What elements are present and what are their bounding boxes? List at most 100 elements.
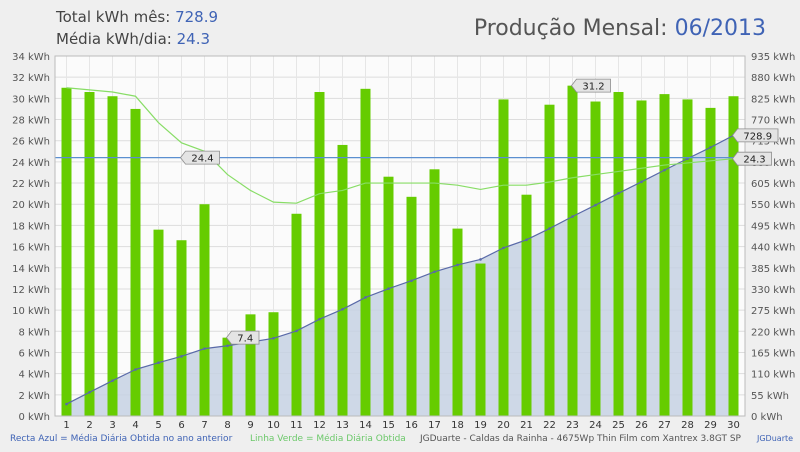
- y-right-tick-label: 55 kWh: [751, 391, 789, 402]
- y-right-tick-label: 660 kWh: [751, 158, 795, 169]
- cumulative-point: [364, 296, 367, 299]
- avg-kwh-label: Média kWh/dia:: [56, 30, 172, 48]
- day-bar: [659, 94, 670, 416]
- day-bar: [544, 104, 555, 417]
- day-bar: [728, 96, 739, 416]
- cumulative-point: [548, 227, 551, 230]
- daily-bars: [61, 85, 739, 417]
- day-bar: [268, 312, 279, 416]
- brand-text: JGDuarte: [757, 434, 794, 443]
- y-right-tick-label: 935 kWh: [751, 52, 795, 63]
- average-line: [66, 87, 734, 204]
- cumulative-point: [157, 361, 160, 365]
- chart-title-period: 06/2013: [674, 16, 766, 41]
- lines: [55, 87, 745, 406]
- annotation-box: [179, 150, 220, 165]
- cumulative-point: [180, 355, 183, 358]
- y-left-tick-label: 20 kWh: [12, 200, 50, 211]
- y-left-tick-label: 8 kWh: [18, 327, 50, 338]
- x-tick-label: 3: [109, 420, 115, 431]
- x-tick-label: 19: [474, 420, 487, 431]
- x-tick-label: 17: [428, 420, 441, 431]
- cumulative-point: [479, 258, 482, 261]
- y-right-tick-label: 495 kWh: [751, 221, 795, 232]
- x-tick-label: 20: [497, 420, 510, 431]
- annotation-box: [225, 330, 260, 345]
- x-tick-label: 9: [247, 420, 253, 431]
- day-bar: [383, 176, 394, 416]
- cumulative-point: [640, 180, 643, 184]
- day-bar: [636, 100, 647, 417]
- annotation-label: 24.3: [743, 155, 765, 166]
- cumulative-point: [410, 279, 413, 283]
- plot-border: [54, 55, 746, 417]
- chart-title: Produção Mensal: 06/2013: [474, 16, 766, 41]
- total-kwh-month: Total kWh mês: 728.9: [56, 8, 218, 26]
- day-bar: [406, 196, 417, 416]
- x-tick-label: 4: [132, 420, 138, 431]
- y-right-tick-label: 385 kWh: [751, 264, 795, 275]
- cumulative-point: [318, 317, 321, 321]
- day-bar: [475, 263, 486, 416]
- x-tick-label: 21: [520, 420, 533, 431]
- day-bar: [314, 92, 325, 416]
- day-bar: [222, 337, 233, 416]
- x-tick-label: 24: [589, 420, 602, 431]
- cumulative-line: [66, 134, 734, 405]
- cumulative-point: [594, 203, 597, 207]
- y-left-tick-label: 28 kWh: [12, 116, 50, 127]
- day-bar: [590, 101, 601, 416]
- day-bar: [291, 213, 302, 416]
- y-left-tick-label: 12 kWh: [12, 285, 50, 296]
- y-right-tick-label: 605 kWh: [751, 179, 795, 190]
- x-tick-label: 30: [727, 420, 740, 431]
- x-tick-label: 8: [224, 420, 230, 431]
- y-right-tick-label: 330 kWh: [751, 285, 795, 296]
- day-bar: [705, 107, 716, 416]
- y-left-tick-label: 30 kWh: [12, 94, 50, 105]
- cumulative-point: [387, 287, 390, 291]
- day-bar: [429, 169, 440, 416]
- y-left-tick-label: 32 kWh: [12, 73, 50, 84]
- day-bar: [176, 240, 187, 416]
- y-left-tick-label: 16 kWh: [12, 243, 50, 254]
- cumulative-point: [272, 337, 275, 340]
- y-left-tick-label: 22 kWh: [12, 179, 50, 190]
- y-left-tick-label: 24 kWh: [12, 158, 50, 169]
- x-tick-label: 5: [155, 420, 161, 431]
- x-tick-label: 25: [612, 420, 625, 431]
- x-tick-label: 7: [201, 420, 207, 431]
- x-tick-label: 15: [382, 420, 395, 431]
- x-tick-label: 22: [543, 420, 556, 431]
- day-bar: [613, 92, 624, 416]
- day-bar: [360, 88, 371, 416]
- cumulative-point: [88, 390, 91, 394]
- day-bar: [567, 85, 578, 416]
- cumulative-point: [341, 308, 344, 311]
- cumulative-point: [456, 263, 459, 267]
- y-right-tick-label: 440 kWh: [751, 243, 795, 254]
- y-left-tick-label: 14 kWh: [12, 264, 50, 275]
- cumulative-point: [502, 246, 505, 250]
- x-tick-label: 2: [86, 420, 92, 431]
- x-tick-label: 18: [451, 420, 464, 431]
- cumulative-point: [663, 168, 666, 172]
- day-bar: [498, 99, 509, 416]
- day-bar: [61, 87, 72, 416]
- annotation-label: 31.2: [582, 82, 604, 93]
- cumulative-area-fill: [66, 135, 734, 416]
- annotation-label: 24.4: [191, 154, 213, 165]
- y-right-tick-label: 550 kWh: [751, 200, 795, 211]
- day-bar: [682, 99, 693, 416]
- y-right-tick-label: 165 kWh: [751, 348, 795, 359]
- day-bar: [245, 314, 256, 416]
- annotation-box: [570, 78, 611, 93]
- day-bar: [84, 92, 95, 416]
- x-tick-label: 16: [405, 420, 418, 431]
- y-right-tick-label: 220 kWh: [751, 327, 795, 338]
- legend-green-line: Linha Verde = Média Diária Obtida: [250, 434, 406, 444]
- y-left-tick-label: 2 kWh: [18, 391, 50, 402]
- credit-text: JGDuarte - Caldas da Rainha - 4675Wp Thi…: [420, 434, 741, 444]
- day-bar: [337, 144, 348, 417]
